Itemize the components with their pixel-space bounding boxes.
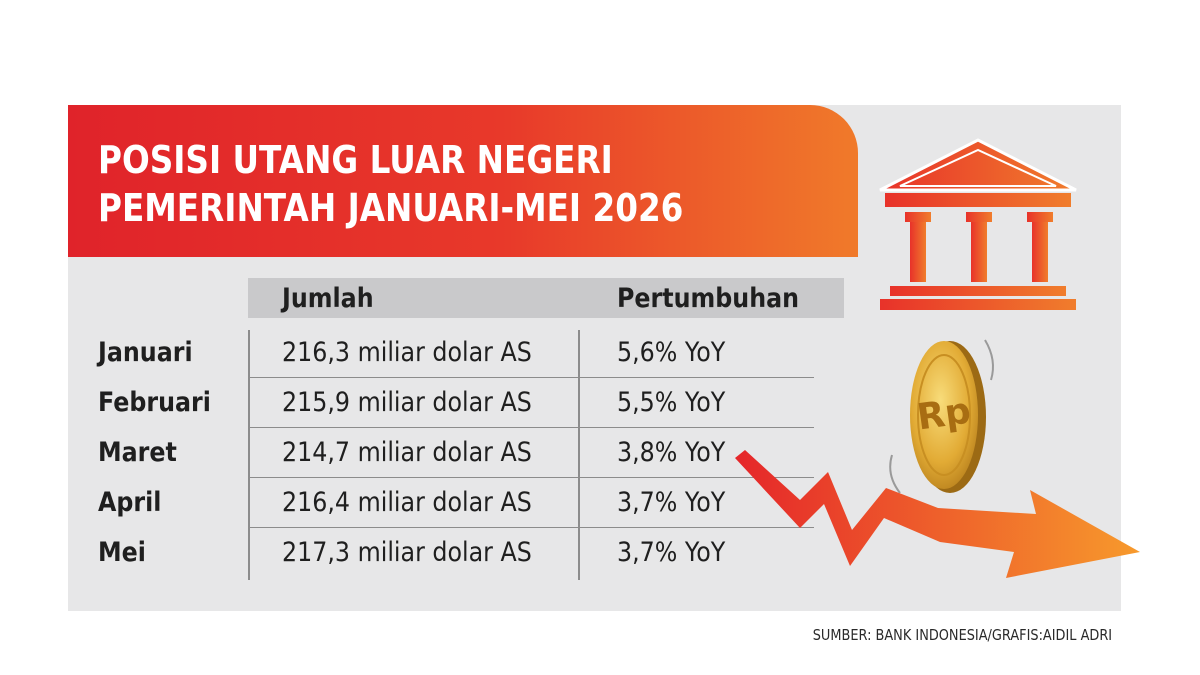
title-banner — [68, 105, 858, 257]
title-line-2: PEMERINTAH JANUARI-MEI 2026 — [98, 186, 684, 230]
row-month: Mei — [98, 537, 146, 568]
row-divider — [248, 477, 814, 478]
column-header-jumlah: Jumlah — [282, 283, 374, 314]
downtrend-arrow-icon — [735, 450, 1140, 578]
row-growth: 5,5% YoY — [617, 387, 726, 418]
table-divider-middle — [578, 330, 580, 580]
table-divider-left — [248, 330, 250, 580]
row-growth: 3,7% YoY — [617, 487, 726, 518]
row-month: Januari — [98, 337, 193, 368]
column-header-pertumbuhan: Pertumbuhan — [617, 283, 800, 314]
row-month: Februari — [98, 387, 211, 418]
source-credit: SUMBER: BANK INDONESIA/GRAFIS:AIDIL ADRI — [812, 626, 1112, 644]
rupiah-coin-icon: Rp — [889, 339, 994, 494]
row-growth: 3,8% YoY — [617, 437, 726, 468]
row-divider — [248, 377, 814, 378]
bank-building-icon — [879, 138, 1077, 310]
row-divider — [248, 427, 814, 428]
row-amount: 216,4 miliar dolar AS — [282, 487, 532, 518]
row-month: Maret — [98, 437, 177, 468]
row-divider — [248, 527, 814, 528]
row-month: April — [98, 487, 162, 518]
row-amount: 217,3 miliar dolar AS — [282, 537, 532, 568]
coin-label: Rp — [915, 390, 974, 438]
table-header-bar — [248, 278, 844, 318]
row-growth: 5,6% YoY — [617, 337, 726, 368]
row-growth: 3,7% YoY — [617, 537, 726, 568]
row-amount: 215,9 miliar dolar AS — [282, 387, 532, 418]
row-amount: 214,7 miliar dolar AS — [282, 437, 532, 468]
title-line-1: POSISI UTANG LUAR NEGERI — [98, 138, 613, 182]
row-amount: 216,3 miliar dolar AS — [282, 337, 532, 368]
